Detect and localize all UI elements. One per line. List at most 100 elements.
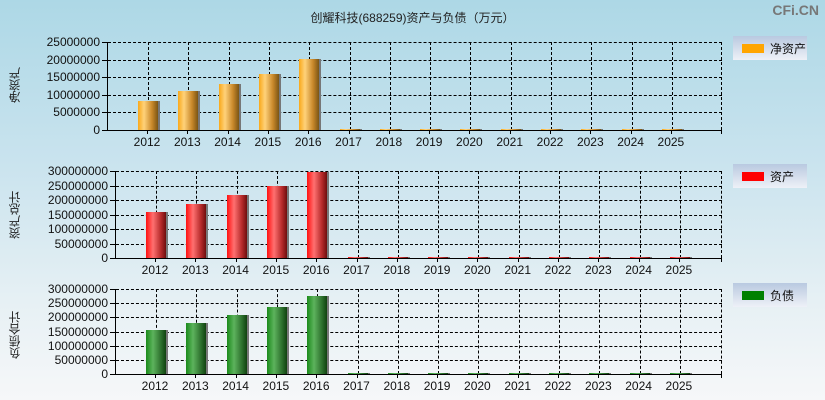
net-assets-bar-2013 — [178, 90, 199, 130]
y-tick-label: 200000000 — [47, 193, 108, 207]
total-liabilities-bar-2019 — [428, 372, 449, 374]
x-tick-mark — [155, 258, 156, 262]
v-gridline — [188, 42, 190, 130]
net-assets-bar-2017 — [339, 128, 360, 130]
v-gridline — [430, 42, 432, 130]
x-tick-mark — [598, 258, 600, 262]
total-assets-bar-2012 — [146, 211, 166, 258]
x-tick-label: 2019 — [415, 135, 443, 149]
watermark-logo: CFi.CN — [772, 2, 819, 18]
y-tick-mark — [110, 243, 115, 245]
v-gridline — [478, 289, 480, 374]
v-gridline — [639, 289, 641, 374]
y-tick-mark — [110, 258, 115, 259]
x-tick-label: 2019 — [423, 379, 451, 393]
legend-label: 负债 — [770, 288, 795, 303]
x-tick-label: 2020 — [464, 379, 491, 393]
total-liabilities-bar-2025 — [669, 372, 690, 374]
total-assets-bar-2017 — [347, 256, 368, 258]
net-assets-bar-2024 — [621, 128, 642, 130]
h-gridline — [116, 200, 722, 201]
v-gridline — [639, 171, 641, 258]
total-assets-bar-2022 — [549, 256, 569, 258]
y-tick-label: 0 — [101, 367, 108, 381]
total-assets-bar-2021 — [508, 256, 529, 258]
x-tick-mark — [396, 258, 398, 262]
total-assets-bar-2023 — [589, 256, 610, 258]
x-tick-label: 2013 — [173, 135, 201, 149]
x-tick-label: 2025 — [665, 379, 693, 393]
x-tick-mark — [630, 130, 632, 134]
x-tick-mark — [235, 258, 237, 262]
y-tick-label: 10000000 — [46, 87, 100, 102]
x-tick-label: 2023 — [584, 379, 612, 393]
net-assets-bar-2012 — [138, 101, 158, 130]
y-tick-mark — [110, 185, 115, 187]
x-tick-mark — [356, 374, 358, 378]
x-tick-label: 2022 — [536, 135, 564, 149]
x-tick-label: 2019 — [423, 263, 451, 277]
y-tick-mark — [110, 345, 115, 347]
total-liabilities-bar-2013 — [186, 323, 207, 374]
x-tick-label: 2017 — [343, 379, 370, 393]
net-assets-legend: 净资产 — [733, 36, 807, 60]
x-tick-mark — [558, 258, 559, 262]
total-assets-bar-2019 — [428, 256, 449, 258]
v-gridline — [559, 171, 560, 258]
y-tick-label: 15000000 — [46, 70, 100, 85]
total-assets-plot-area — [115, 171, 722, 259]
x-tick-label: 2023 — [576, 135, 604, 149]
x-tick-mark — [227, 130, 229, 134]
x-tick-label: 2022 — [544, 263, 572, 277]
v-gridline — [671, 42, 673, 130]
total-assets-bar-2018 — [387, 256, 408, 258]
h-gridline — [116, 359, 722, 361]
chart-title: 创耀科技(688259)资产与负债（万元） — [310, 11, 515, 25]
net-assets-bar-2018 — [379, 128, 400, 130]
x-tick-label: 2018 — [383, 379, 411, 393]
v-gridline — [679, 289, 681, 374]
y-tick-mark — [102, 59, 107, 61]
net-assets-bar-2020 — [460, 128, 481, 130]
x-tick-mark — [558, 374, 559, 378]
y-tick-mark — [110, 200, 115, 201]
y-tick-mark — [110, 289, 115, 290]
h-gridline — [116, 185, 722, 187]
v-gridline — [357, 289, 359, 374]
x-tick-label: 2012 — [141, 263, 169, 277]
x-tick-mark — [509, 130, 511, 134]
total-liabilities-bar-2014 — [226, 315, 247, 374]
net-assets-bar-2016 — [299, 58, 320, 130]
net-assets-plot-frame — [108, 42, 722, 130]
net-assets-bar-2022 — [541, 128, 561, 130]
x-tick-label: 2016 — [294, 135, 322, 149]
y-tick-mark — [102, 94, 107, 96]
x-tick-mark — [437, 374, 439, 378]
y-tick-mark — [110, 359, 115, 361]
h-gridline — [116, 243, 722, 245]
v-gridline — [631, 42, 633, 130]
h-gridline — [108, 112, 722, 114]
total-liabilities-plot-area — [115, 289, 722, 375]
x-tick-label: 2014 — [214, 135, 241, 149]
v-gridline — [470, 42, 472, 130]
total-liabilities-legend: 负债 — [733, 283, 807, 307]
x-tick-mark — [670, 130, 672, 134]
v-gridline — [397, 289, 399, 374]
y-tick-label: 5000000 — [53, 105, 100, 120]
net-assets-bar-2019 — [420, 128, 441, 130]
y-tick-mark — [110, 317, 115, 319]
y-tick-label: 50000000 — [54, 236, 108, 251]
total-assets-bar-2020 — [468, 256, 489, 258]
v-gridline — [510, 42, 512, 130]
x-tick-mark — [678, 258, 680, 262]
net-assets-bar-2025 — [661, 128, 682, 130]
x-tick-label: 2016 — [302, 379, 330, 393]
v-gridline — [679, 171, 681, 258]
v-gridline — [357, 171, 359, 258]
x-tick-label: 2014 — [222, 379, 249, 393]
y-tick-label: 150000000 — [47, 324, 108, 339]
x-tick-mark — [235, 374, 237, 378]
x-tick-label: 2021 — [504, 379, 532, 393]
x-tick-mark — [517, 374, 519, 378]
